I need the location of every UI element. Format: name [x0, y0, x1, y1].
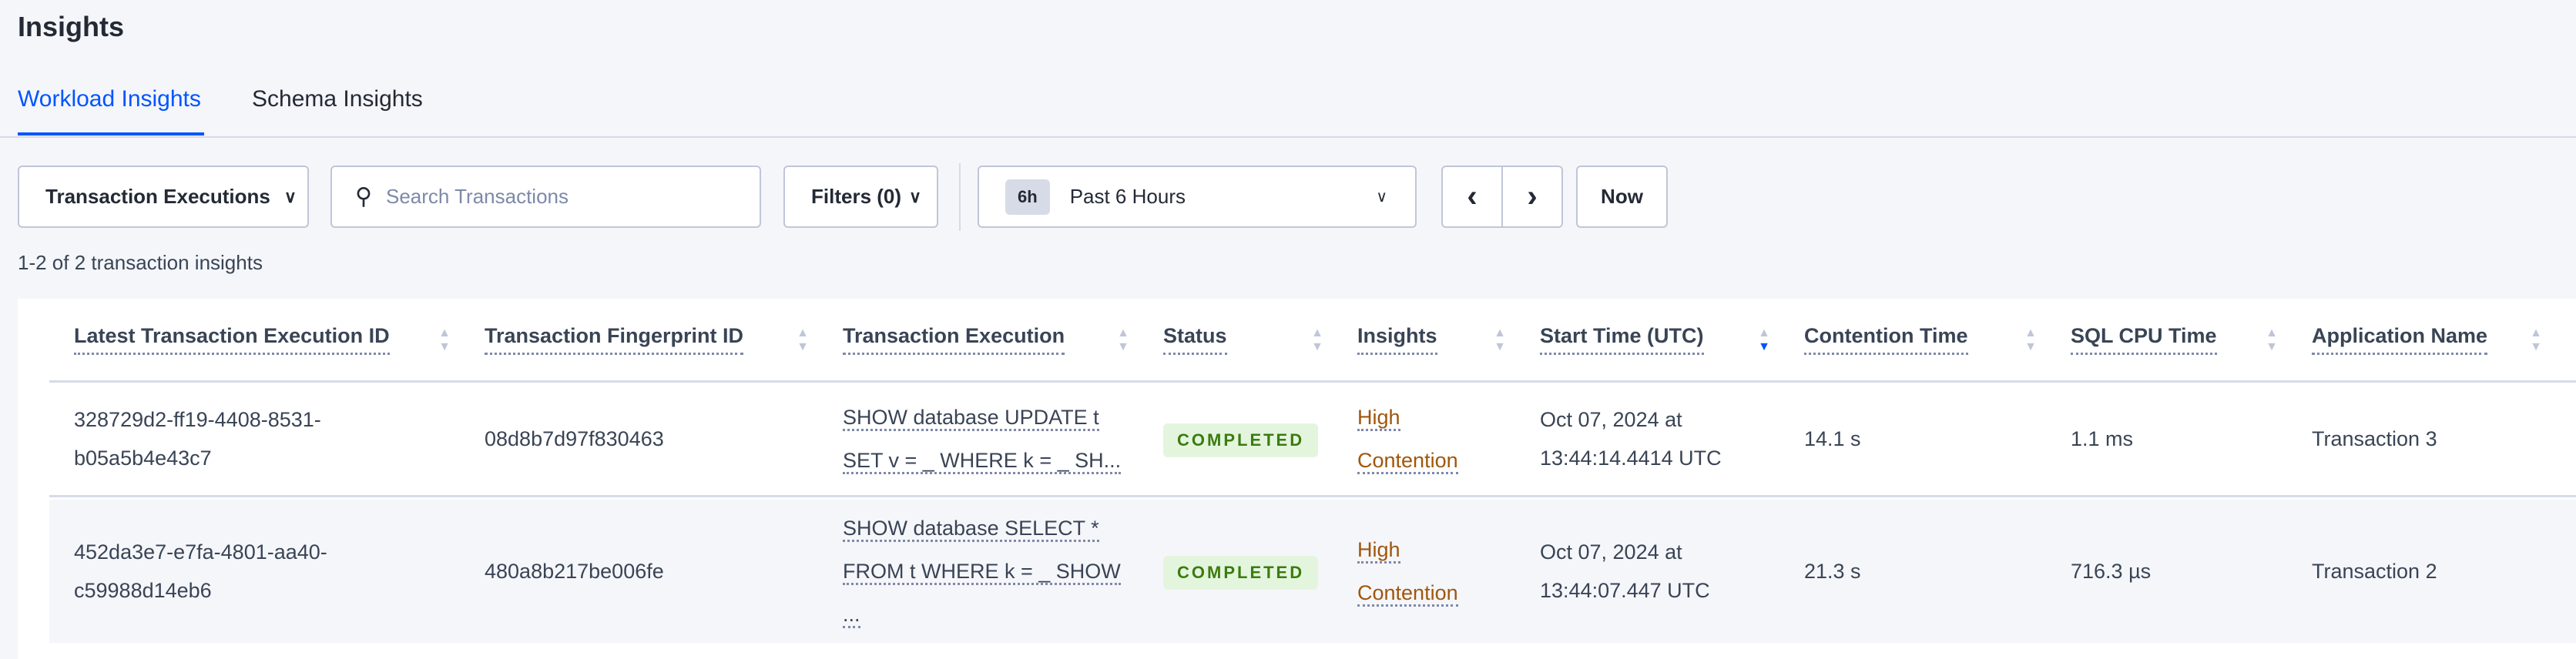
start-time-cell: Oct 07, 2024 at 13:44:07.447 UTC: [1540, 533, 1804, 610]
sort-icon[interactable]: ▲ ▼: [438, 326, 451, 353]
prev-button[interactable]: ‹: [1467, 179, 1478, 213]
contention-cell: 21.3 s: [1804, 560, 1861, 583]
tab-workload-insights[interactable]: Workload Insights: [18, 86, 201, 112]
insight-line: Contention: [1357, 581, 1458, 607]
chevron-down-icon: ∨: [283, 186, 297, 206]
column-header[interactable]: Status ▲ ▼: [1163, 299, 1357, 380]
execution-line: SHOW database SELECT *: [843, 517, 1099, 542]
column-header-label: Status: [1163, 324, 1227, 355]
status-cell: COMPLETED: [1163, 420, 1357, 458]
column-header-label: Start Time (UTC): [1540, 324, 1704, 355]
column-header-label: Transaction Fingerprint ID: [485, 324, 744, 355]
column-header-label: SQL CPU Time: [2071, 324, 2217, 355]
insight-line: High: [1357, 406, 1400, 431]
app-name-cell: Transaction 2: [2312, 560, 2437, 583]
fingerprint-cell[interactable]: 08d8b7d97f830463: [485, 427, 664, 450]
result-count: 1-2 of 2 transaction insights: [18, 251, 263, 274]
tab-schema-insights[interactable]: Schema Insights: [252, 86, 423, 112]
column-header[interactable]: Application Name ▲ ▼: [2312, 299, 2576, 380]
page-title: Insights: [18, 11, 125, 42]
exec-id-line: b05a5b4e43c7: [74, 447, 212, 470]
column-header[interactable]: Latest Transaction Execution ID ▲ ▼: [74, 299, 485, 380]
time-badge: 6h: [1005, 179, 1050, 215]
chevron-down-icon: ∨: [1376, 189, 1387, 206]
sort-icon[interactable]: ▲ ▼: [2024, 326, 2037, 353]
filters-label: Filters (0): [811, 185, 902, 208]
sort-icon[interactable]: ▲ ▼: [2530, 326, 2542, 353]
column-header[interactable]: Start Time (UTC) ▲ ▼: [1540, 299, 1804, 380]
insight-line: High: [1357, 538, 1400, 564]
column-header-label: Transaction Execution: [843, 324, 1065, 355]
time-range-label: Past 6 Hours: [1069, 185, 1186, 208]
contention-cell: 14.1 s: [1804, 427, 1861, 450]
sort-icon[interactable]: ▲ ▼: [797, 326, 809, 353]
time-nav: ‹ ›: [1441, 166, 1563, 228]
fingerprint-cell[interactable]: 480a8b217be006fe: [485, 560, 664, 583]
column-header[interactable]: Contention Time ▲ ▼: [1804, 299, 2071, 380]
status-badge: COMPLETED: [1163, 556, 1319, 590]
sort-icon[interactable]: ▲ ▼: [1494, 326, 1506, 353]
sort-icon[interactable]: ▲ ▼: [1311, 326, 1323, 353]
tabs-divider: [0, 136, 2576, 138]
column-header[interactable]: Transaction Execution ▲ ▼: [843, 299, 1163, 380]
type-select-label: Transaction Executions: [45, 185, 270, 208]
search-placeholder: Search Transactions: [385, 185, 569, 208]
insights-table: Latest Transaction Execution ID ▲ ▼ Transac…: [18, 299, 2576, 659]
execution-cell[interactable]: SHOW database UPDATE t SET v = _ WHERE k …: [843, 396, 1163, 482]
execution-line: SET v = _ WHERE k = _ SH...: [843, 449, 1122, 474]
start-time-cell: Oct 07, 2024 at 13:44:14.4414 UTC: [1540, 400, 1804, 477]
insight-link[interactable]: High Contention: [1357, 396, 1540, 482]
start-time-line: 13:44:14.4414 UTC: [1540, 447, 1722, 470]
column-header-label: Latest Transaction Execution ID: [74, 324, 390, 355]
execution-cell[interactable]: SHOW database SELECT * FROM t WHERE k = _…: [843, 507, 1163, 636]
column-header[interactable]: SQL CPU Time ▲ ▼: [2071, 299, 2312, 380]
cpu-cell: 716.3 µs: [2071, 560, 2152, 583]
table-row[interactable]: 452da3e7-e7fa-4801-aa40- c59988d14eb6 480a…: [49, 500, 2576, 643]
search-icon: ⚲: [355, 184, 372, 209]
filters-button[interactable]: Filters (0) ∨: [783, 166, 938, 228]
column-header[interactable]: Transaction Fingerprint ID ▲ ▼: [485, 299, 843, 380]
exec-id-line: c59988d14eb6: [74, 579, 212, 602]
status-badge: COMPLETED: [1163, 423, 1319, 457]
start-time-line: Oct 07, 2024 at: [1540, 408, 1682, 431]
exec-id-cell[interactable]: 452da3e7-e7fa-4801-aa40- c59988d14eb6: [74, 533, 485, 610]
table-header: Latest Transaction Execution ID ▲ ▼ Transac…: [49, 299, 2576, 383]
time-range-select[interactable]: 6h Past 6 Hours ∨: [978, 166, 1417, 228]
next-button[interactable]: ›: [1527, 179, 1538, 213]
column-header[interactable]: Insights ▲ ▼: [1357, 299, 1540, 380]
sort-icon[interactable]: ▲ ▼: [1117, 326, 1129, 353]
active-tab-indicator: [18, 132, 204, 135]
status-cell: COMPLETED: [1163, 552, 1357, 590]
search-input[interactable]: ⚲ Search Transactions: [330, 166, 761, 228]
sort-icon[interactable]: ▲ ▼: [2266, 326, 2278, 353]
chevron-down-icon: ∨: [909, 186, 922, 206]
table-row[interactable]: 328729d2-ff19-4408-8531- b05a5b4e43c7 08d8…: [49, 383, 2576, 497]
start-time-line: Oct 07, 2024 at: [1540, 540, 1682, 564]
column-header-label: Contention Time: [1804, 324, 1968, 355]
exec-id-line: 452da3e7-e7fa-4801-aa40-: [74, 540, 327, 564]
execution-line: FROM t WHERE k = _ SHOW: [843, 560, 1121, 585]
cpu-cell: 1.1 ms: [2071, 427, 2134, 450]
exec-id-line: 328729d2-ff19-4408-8531-: [74, 408, 321, 431]
type-select[interactable]: Transaction Executions ∨: [18, 166, 309, 228]
toolbar-divider: [959, 163, 961, 231]
insight-line: Contention: [1357, 449, 1458, 474]
start-time-line: 13:44:07.447 UTC: [1540, 579, 1710, 602]
insight-link[interactable]: High Contention: [1357, 528, 1540, 614]
column-header-label: Insights: [1357, 324, 1437, 355]
app-name-cell: Transaction 3: [2312, 427, 2437, 450]
exec-id-cell[interactable]: 328729d2-ff19-4408-8531- b05a5b4e43c7: [74, 400, 485, 477]
now-button[interactable]: Now: [1576, 166, 1668, 228]
sort-icon[interactable]: ▲ ▼: [1758, 326, 1770, 353]
execution-line: ...: [843, 603, 860, 628]
column-header-label: Application Name: [2312, 324, 2488, 355]
execution-line: SHOW database UPDATE t: [843, 406, 1099, 431]
